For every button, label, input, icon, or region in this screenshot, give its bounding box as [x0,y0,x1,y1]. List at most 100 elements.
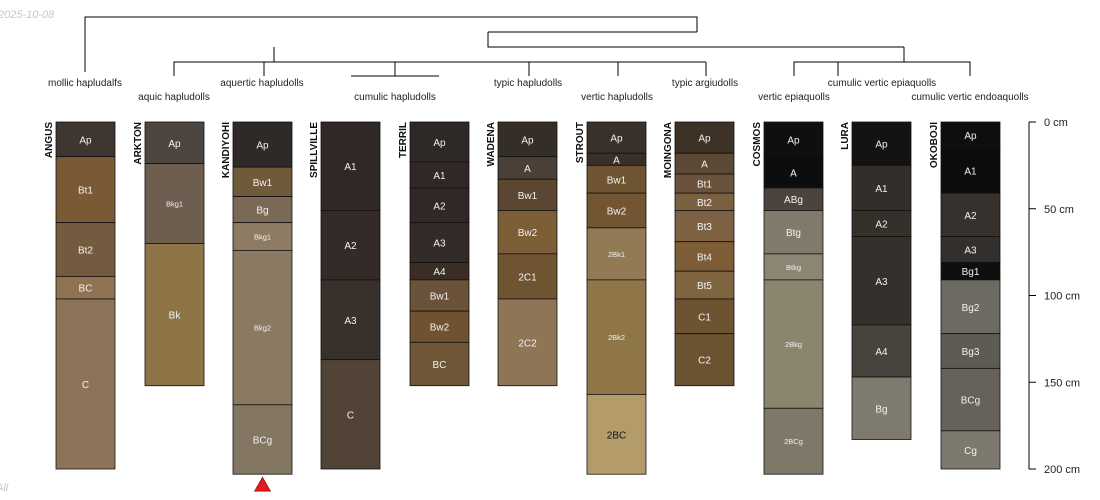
horizon-label: Ap [79,135,92,146]
horizon-label: Cg [964,446,977,457]
profile-okoboji: OKOBOJI Ap A1 A2 A3 Bg1 Bg2 Bg3 BCg Cg [929,121,1001,470]
axis-tick-label: 200 cm [1044,464,1080,476]
horizon-label: Ap [610,134,623,145]
horizon-label: A [790,168,797,179]
horizon-label: C [347,410,354,421]
horizon-label: A [701,160,708,171]
profile-cosmos: COSMOS Ap A ABg Btg Btkg 2Bkg 2BCg [752,121,824,475]
horizon-label: Bt5 [697,281,712,292]
horizon-label: Bw1 [253,178,273,189]
horizon-block [144,243,205,387]
horizon-block [409,222,470,263]
horizon-block [674,121,735,154]
profile-arkton: ARKTON Ap Bkg1 Bk [133,121,205,387]
horizon-block [851,324,912,378]
horizon-block [497,298,558,387]
horizon-label: Bw2 [518,228,538,239]
horizon-block [763,253,824,281]
profile-lura: LURA Ap A1 A2 A3 A4 Bg [840,121,912,440]
taxon-label: cumulic hapludolls [354,92,436,103]
taxon-label: typic hapludolls [494,78,562,89]
taxon-label: vertic epiaquolls [758,92,830,103]
horizon-label: Ap [521,135,534,146]
horizon-label: BCg [253,436,272,447]
horizon-label: Bt4 [697,252,712,263]
profile-spillville: SPILLVILLE A1 A2 A3 C [309,121,381,470]
horizon-block [55,156,116,224]
horizon-block [497,253,558,300]
horizon-block [497,210,558,255]
profile-name: TERRIL [398,122,409,158]
horizon-label: A4 [875,347,888,358]
horizon-label: Bw2 [607,206,627,217]
horizon-label: 2Bk1 [608,250,625,259]
horizon-label: Ap [256,141,269,152]
dendrogram [84,16,971,77]
profile-name: KANDIYOHI [221,122,232,178]
profile-name: SPILLVILLE [309,122,320,178]
horizon-block [940,430,1001,470]
horizon-label: Bw2 [430,323,450,334]
horizon-label: C2 [698,356,711,367]
horizon-label: Bt1 [78,186,93,197]
horizon-block [232,404,293,475]
horizon-label: Bt1 [697,180,712,191]
horizon-label: Bkg1 [166,200,183,209]
taxon-label: typic argiudolls [672,78,738,89]
horizon-block [232,121,293,168]
horizon-block [409,310,470,343]
horizon-block [409,187,470,224]
horizon-label: A4 [433,267,446,278]
horizon-block [940,147,1001,194]
horizon-block [586,393,647,475]
axis-tick-label: 150 cm [1044,377,1080,389]
horizon-label: Bg [875,404,887,415]
horizon-label: 2Bk2 [608,333,625,342]
horizon-label: Bw1 [518,191,538,202]
horizon-block [586,121,647,154]
horizon-label: Bw1 [430,292,450,303]
horizon-block [763,121,824,158]
profile-moingona: MOINGONA Ap A Bt1 Bt2 Bt3 Bt4 Bt5 C1 C2 [663,121,735,387]
horizon-block [674,333,735,387]
profile-angus: ANGUS Ap Bt1 Bt2 BC C [44,121,116,470]
horizon-block [674,298,735,335]
horizon-label: 2C1 [518,272,537,283]
horizon-block [586,279,647,395]
horizon-label: C1 [698,312,711,323]
horizon-label: A2 [875,219,888,230]
horizon-block [763,210,824,255]
profile-name: COSMOS [752,122,763,167]
horizon-block [763,156,824,189]
taxon-label: mollic hapludalfs [48,78,122,89]
horizon-block [497,121,558,158]
horizon-label: Ap [698,134,711,145]
horizon-block [232,166,293,198]
horizon-block [55,298,116,470]
horizon-label: Bw1 [607,175,627,186]
horizon-block [940,367,1001,432]
axis-tick-label: 0 cm [1044,117,1068,129]
horizon-block [320,121,381,211]
soil-profiles: ANGUS Ap Bt1 Bt2 BC C ARKTON Ap Bkg1 Bk KANDIYOHI A… [44,121,1001,492]
horizon-block [320,359,381,470]
horizon-label: Ap [964,131,977,142]
horizon-label: 2C2 [518,338,537,349]
horizon-label: A [524,164,531,175]
horizon-block [409,121,470,163]
horizon-label: Ap [787,135,800,146]
horizon-block [409,341,470,387]
profile-name: OKOBOJI [929,122,940,168]
horizon-label: 2BC [607,430,626,441]
horizon-block [940,236,1001,263]
profile-name: STROUT [575,122,586,163]
horizon-label: 2BCg [784,437,803,446]
horizon-label: A1 [344,162,357,173]
taxon-label: cumulic vertic epiaquolls [828,78,936,89]
corner-note: All [0,482,9,494]
horizon-label: Bt3 [697,222,712,233]
horizon-block [851,121,912,166]
horizon-label: Bg [256,206,268,217]
horizon-block [940,192,1001,237]
